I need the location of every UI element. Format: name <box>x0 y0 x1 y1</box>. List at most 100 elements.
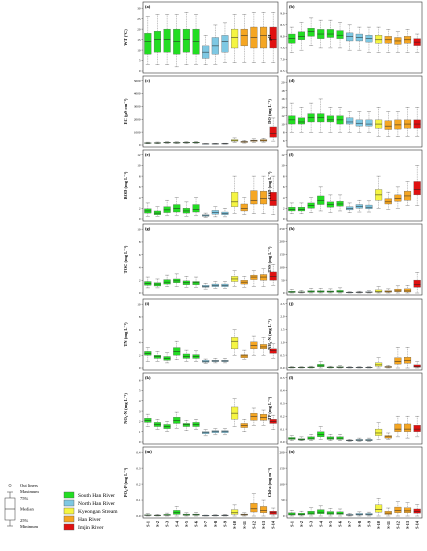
iqr-box <box>240 28 248 47</box>
iqr-box <box>365 119 373 127</box>
box-S-2 <box>153 351 161 362</box>
iqr-box <box>326 115 334 123</box>
box-S-10 <box>375 357 383 369</box>
panel-tag: (c) <box>145 78 150 83</box>
y-tick-label: 3000 <box>134 105 141 109</box>
iqr-box <box>404 190 412 201</box>
box-S-3 <box>163 141 171 144</box>
legend-group-label: Imjin River <box>78 525 104 531</box>
legend-minimum-label: Minimum <box>20 524 39 529</box>
iqr-box <box>413 508 421 514</box>
box-S-5 <box>182 349 190 362</box>
box-S-3 <box>307 102 315 133</box>
box-S-4 <box>173 197 181 216</box>
y-tick-label: 4 <box>139 341 141 345</box>
box-S-14 <box>269 117 277 142</box>
legend-outlier-marker <box>8 484 12 487</box>
iqr-box <box>317 364 325 367</box>
box-S-7 <box>202 514 210 517</box>
box-S-4 <box>173 341 181 360</box>
box-S-9 <box>221 22 229 63</box>
x-tick-label: S-9 <box>222 521 227 527</box>
box-S-1 <box>144 413 152 427</box>
box-S-1 <box>144 347 152 362</box>
y-tick-label: 50 <box>281 278 285 282</box>
x-tick-label: S-12 <box>251 521 256 529</box>
box-S-13 <box>404 285 412 294</box>
box-S-7 <box>346 202 354 213</box>
box-S-8 <box>211 281 219 289</box>
x-tick-label: S-10 <box>232 521 237 529</box>
y-axis-label: WT (°C) <box>123 29 128 46</box>
box-S-6 <box>336 365 344 369</box>
legend-graphic: Out liners Maximum 75% Median 25% Minimu… <box>4 483 118 531</box>
x-tick-label: S-4 <box>174 520 179 527</box>
x-tick-label: S-11 <box>242 521 247 529</box>
iqr-box <box>384 198 392 205</box>
box-S-5 <box>326 434 334 441</box>
box-S-10 <box>375 422 383 440</box>
panel-frame <box>286 149 423 222</box>
box-S-8 <box>355 511 363 517</box>
y-tick-label: 0 <box>139 366 141 370</box>
y-tick-label: 0 <box>139 440 141 444</box>
iqr-box <box>317 290 325 293</box>
iqr-box <box>260 190 268 205</box>
iqr-box <box>346 117 354 125</box>
box-S-2 <box>153 206 161 217</box>
iqr-box <box>153 355 161 359</box>
box-S-8 <box>355 26 363 51</box>
box-S-3 <box>163 421 171 432</box>
legend-swatch <box>63 499 75 507</box>
box-S-13 <box>404 181 412 206</box>
box-S-13 <box>260 12 268 63</box>
y-tick-label: 0 <box>139 143 141 147</box>
y-axis-label: DO (mg L⁻¹) <box>267 99 272 124</box>
box-S-7 <box>346 439 354 442</box>
iqr-box <box>192 204 200 213</box>
box-S-5 <box>182 12 190 65</box>
y-tick-label: 0.5 <box>280 376 284 380</box>
x-tick-label: S-4 <box>318 520 323 527</box>
panel-tag: (b) <box>289 4 295 9</box>
panel-frame <box>142 446 279 519</box>
y-tick-label: 6 <box>139 328 141 332</box>
panel-tag: (g) <box>145 226 151 231</box>
y-tick-label: 0.2 <box>136 482 140 486</box>
iqr-box <box>163 28 171 53</box>
legend-p25-label: 25% <box>20 518 29 523</box>
iqr-box <box>153 210 161 215</box>
box-S-3 <box>163 352 171 364</box>
iqr-box <box>260 274 268 281</box>
iqr-box <box>153 31 161 53</box>
iqr-box <box>346 32 354 42</box>
box-S-5 <box>182 276 190 288</box>
iqr-box <box>269 271 277 281</box>
y-tick-label: 0.3 <box>280 402 284 406</box>
panel-frame <box>286 298 423 371</box>
iqr-box <box>336 30 344 39</box>
y-tick-label: 2000 <box>134 117 141 121</box>
x-tick-label: S-2 <box>155 521 160 527</box>
box-S-6 <box>192 14 200 65</box>
iqr-box <box>231 509 239 515</box>
y-tick-label: 150 <box>280 253 285 257</box>
y-tick-label: 12 <box>281 153 285 157</box>
box-S-7 <box>346 366 354 369</box>
box-S-14 <box>413 272 421 294</box>
box-S-11 <box>240 14 248 63</box>
box-S-13 <box>404 29 412 53</box>
y-tick-label: 10 <box>281 164 285 168</box>
box-S-7 <box>346 24 354 51</box>
iqr-box <box>144 33 152 55</box>
box-S-14 <box>413 33 421 53</box>
y-tick-label: 2 <box>139 420 141 424</box>
y-tick-label: 0.4 <box>136 450 140 454</box>
panel-frame <box>142 75 279 148</box>
box-S-3 <box>307 365 315 369</box>
box-S-12 <box>250 407 258 426</box>
y-tick-label: 2 <box>283 206 285 210</box>
x-tick-label: S-6 <box>194 521 199 527</box>
iqr-box <box>182 353 190 359</box>
box-S-14 <box>269 264 277 286</box>
